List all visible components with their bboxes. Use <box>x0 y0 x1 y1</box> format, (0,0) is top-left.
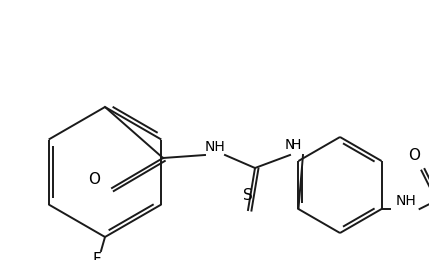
Text: N: N <box>285 138 295 152</box>
Text: NH: NH <box>395 194 416 208</box>
Text: F: F <box>93 251 101 260</box>
Text: S: S <box>243 188 253 204</box>
Text: O: O <box>88 172 100 187</box>
Text: H: H <box>291 138 301 152</box>
Text: O: O <box>408 147 420 162</box>
Text: NH: NH <box>205 140 225 154</box>
